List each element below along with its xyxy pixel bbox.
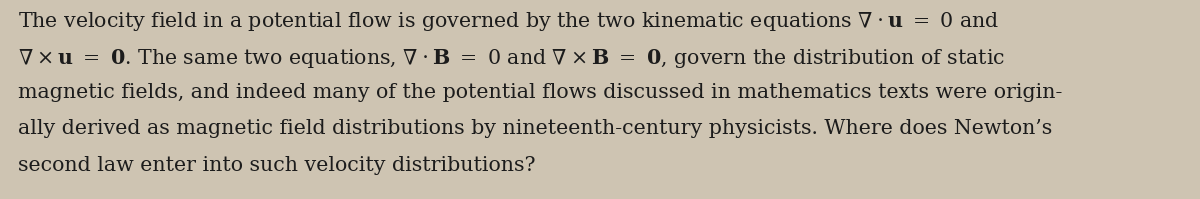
Text: magnetic fields, and indeed many of the potential flows discussed in mathematics: magnetic fields, and indeed many of the … [18, 83, 1062, 102]
Text: second law enter into such velocity distributions?: second law enter into such velocity dist… [18, 156, 535, 175]
Text: The velocity field in a potential flow is governed by the two kinematic equation: The velocity field in a potential flow i… [18, 10, 1000, 33]
Text: ally derived as magnetic field distributions by nineteenth-century physicists. W: ally derived as magnetic field distribut… [18, 120, 1052, 139]
Text: $\nabla \times \mathbf{u}\ =\ \mathbf{0}$. The same two equations, $\nabla \cdot: $\nabla \times \mathbf{u}\ =\ \mathbf{0}… [18, 47, 1006, 69]
